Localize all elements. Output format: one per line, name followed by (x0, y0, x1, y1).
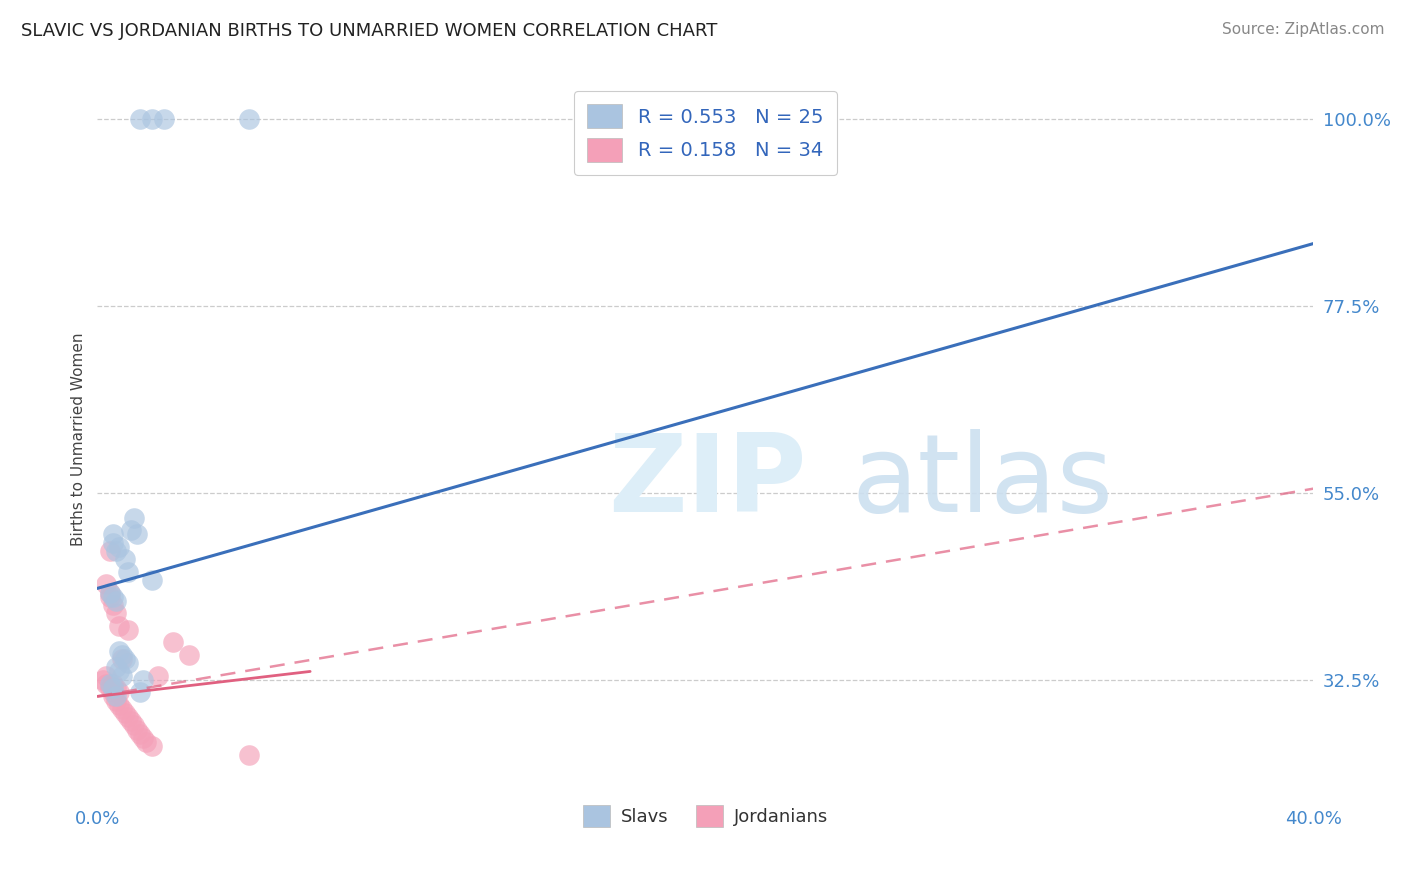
Point (98, 544, 121, 558)
Point (117, 710, 139, 724)
Point (238, 112, 260, 126)
Point (107, 665, 129, 679)
Point (162, 635, 184, 649)
Point (96, 577, 118, 591)
Point (132, 731, 155, 745)
Point (98, 585, 121, 599)
Point (101, 690, 124, 704)
Point (104, 594, 127, 608)
Point (238, 747, 260, 762)
Point (129, 112, 152, 126)
Point (125, 527, 148, 541)
Point (111, 652, 134, 666)
Point (104, 690, 127, 704)
Point (107, 619, 129, 633)
Point (107, 540, 129, 554)
Point (120, 714, 142, 729)
Point (114, 652, 136, 666)
Point (98, 677, 121, 691)
Text: ZIP: ZIP (607, 429, 807, 535)
Point (98, 585, 121, 599)
Point (135, 735, 157, 749)
Legend: Slavs, Jordanians: Slavs, Jordanians (575, 798, 835, 835)
Point (114, 706, 136, 720)
Y-axis label: Births to Unmarried Women: Births to Unmarried Women (72, 332, 86, 546)
Point (129, 727, 152, 741)
Point (101, 535, 124, 549)
Point (104, 693, 127, 707)
Text: Source: ZipAtlas.com: Source: ZipAtlas.com (1222, 22, 1385, 37)
Point (96, 677, 118, 691)
Point (111, 668, 134, 682)
Point (117, 565, 139, 579)
Point (104, 681, 127, 695)
Point (104, 660, 127, 674)
Point (146, 668, 169, 682)
Point (111, 702, 134, 716)
Point (132, 673, 155, 687)
Point (120, 523, 142, 537)
Point (117, 623, 139, 637)
Point (114, 552, 136, 566)
Point (122, 718, 145, 732)
Point (101, 527, 124, 541)
Point (107, 698, 129, 712)
Point (122, 510, 145, 524)
Text: atlas: atlas (851, 429, 1114, 535)
Point (125, 723, 148, 737)
Point (111, 648, 134, 662)
Point (141, 739, 163, 754)
Point (104, 544, 127, 558)
Point (101, 598, 124, 612)
Point (98, 681, 121, 695)
Point (93, 673, 115, 687)
Point (107, 643, 129, 657)
Point (153, 112, 176, 126)
Point (98, 590, 121, 604)
Point (141, 112, 163, 126)
Point (101, 685, 124, 699)
Point (129, 685, 152, 699)
Point (104, 607, 127, 621)
Text: SLAVIC VS JORDANIAN BIRTHS TO UNMARRIED WOMEN CORRELATION CHART: SLAVIC VS JORDANIAN BIRTHS TO UNMARRIED … (21, 22, 717, 40)
Point (107, 685, 129, 699)
Point (96, 668, 118, 682)
Point (177, 648, 200, 662)
Point (101, 590, 124, 604)
Point (101, 677, 124, 691)
Point (141, 573, 163, 587)
Point (101, 681, 124, 695)
Point (117, 656, 139, 670)
